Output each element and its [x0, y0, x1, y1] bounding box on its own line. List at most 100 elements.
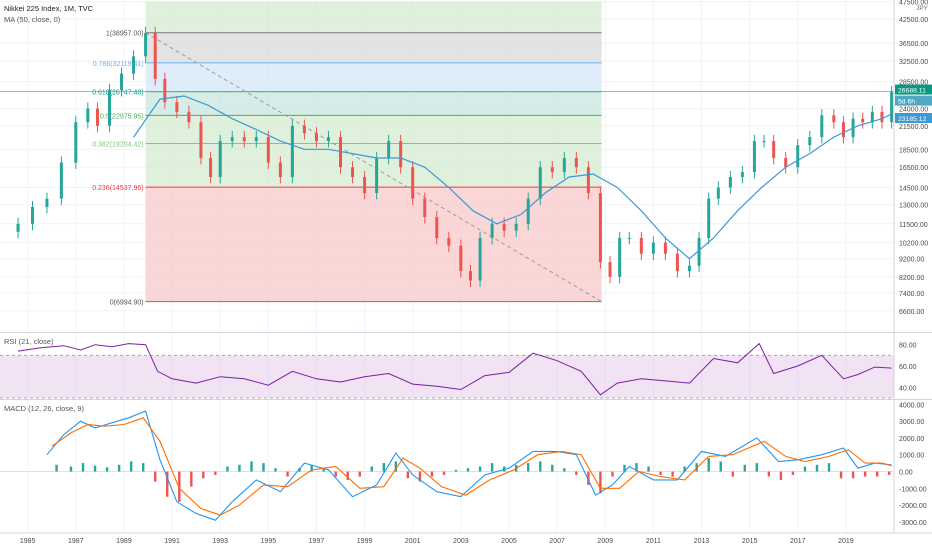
- macd-histogram-bar: [250, 461, 253, 472]
- rsi-axis-tick: 60.00: [899, 364, 917, 371]
- price-axis-tick: 47500.00: [899, 0, 928, 7]
- macd-histogram-bar: [707, 458, 710, 472]
- time-axis-tick: 2005: [501, 538, 517, 545]
- candle-body: [728, 177, 732, 188]
- macd-histogram-bar: [141, 463, 145, 472]
- fib-level-label: 0(6994.90): [110, 300, 144, 307]
- macd-histogram-bar: [154, 471, 157, 482]
- fibonacci-retracement[interactable]: 1(38957.00) 0.786(32119.41) 0.618(26747.48…: [0, 1, 894, 307]
- candle-body: [86, 108, 90, 123]
- macd-histogram-bar: [803, 466, 807, 472]
- macd-histogram-bar: [671, 471, 674, 477]
- macd-histogram-bar: [93, 465, 97, 472]
- macd-histogram-bar: [719, 461, 722, 472]
- macd-axis-tick: 0.00: [899, 470, 913, 477]
- macd-histogram-bar: [659, 471, 662, 475]
- macd-histogram-bar: [430, 471, 434, 477]
- candle-body: [663, 242, 667, 254]
- countdown-badge-bg: [895, 95, 932, 106]
- macd-histogram-bar: [334, 471, 337, 477]
- fib-zone: [145, 32, 602, 63]
- candle-body: [107, 90, 111, 126]
- ma-legend: MA (50, close, 0): [4, 15, 61, 24]
- macd-axis-tick: 1000.00: [899, 453, 924, 460]
- price-axis-tick: 11500.00: [899, 222, 928, 229]
- macd-histogram-bar: [370, 466, 373, 472]
- price-axis-tick: 36500.00: [899, 41, 928, 48]
- candle-body: [45, 198, 49, 208]
- macd-histogram-bar: [81, 463, 85, 472]
- candle-body: [16, 223, 20, 232]
- macd-histogram-bar: [202, 471, 205, 479]
- macd-histogram-bar: [683, 466, 686, 472]
- macd-axis-tick: -3000.00: [899, 520, 927, 527]
- candle-body: [478, 238, 482, 281]
- last-price-badge: 26688.11: [898, 88, 926, 95]
- time-axis[interactable]: 1985 1987 1989 1991 1993 1995 1997 1999 2001 2003…: [20, 538, 854, 545]
- candle-body: [740, 172, 744, 178]
- macd-histogram-bar: [611, 471, 614, 477]
- fib-trend-line: [145, 32, 602, 303]
- macd-histogram-bar: [166, 471, 169, 497]
- candle-body: [784, 158, 788, 168]
- candle-body: [351, 167, 355, 178]
- candle-body: [132, 56, 136, 74]
- macd-histogram-bar: [755, 463, 759, 472]
- candle-body: [399, 141, 403, 168]
- candle-body: [861, 118, 865, 123]
- time-axis-tick: 2013: [694, 538, 710, 545]
- macd-histogram-bar: [262, 463, 265, 472]
- macd-legend: MACD (12, 26, close, 9): [4, 404, 85, 413]
- candle-body: [187, 111, 191, 123]
- macd-histogram-bar: [587, 471, 590, 485]
- macd-histogram-bar: [286, 471, 289, 477]
- candle-body: [153, 32, 157, 79]
- macd-histogram-bar: [815, 464, 819, 472]
- macd-line: [46, 410, 892, 521]
- macd-histogram-bar: [454, 469, 458, 472]
- time-axis-tick: 2011: [646, 538, 661, 545]
- currency-label: JPY: [916, 5, 929, 12]
- candle-body: [468, 271, 472, 281]
- legend: Nikkei 225 Index, 1M, TVC MA (50, close, …: [4, 4, 94, 413]
- macd-histogram-bar: [129, 461, 133, 472]
- candle-body: [586, 167, 590, 193]
- macd-axis-tick: 3000.00: [899, 419, 924, 426]
- macd-histogram-bar: [406, 471, 410, 479]
- macd-histogram-bar: [418, 471, 422, 482]
- macd-histogram-bar: [887, 471, 891, 475]
- macd-histogram-bar: [539, 461, 542, 472]
- candle-body: [209, 158, 213, 178]
- macd-histogram-bar: [839, 471, 843, 479]
- macd-histogram-bar: [190, 471, 193, 487]
- macd-histogram-bar: [214, 471, 217, 475]
- candle-body: [574, 158, 578, 168]
- candle-body: [608, 262, 612, 277]
- candle-body: [651, 242, 655, 254]
- fib-level-label: 0.618(26747.48): [92, 90, 143, 97]
- macd-histogram-bar: [117, 464, 121, 472]
- candle-body: [820, 115, 824, 138]
- fib-zone: [145, 91, 602, 116]
- macd-histogram-bar: [647, 466, 650, 472]
- symbol-title: Nikkei 225 Index, 1M, TVC: [4, 4, 94, 13]
- candle-body: [199, 122, 203, 159]
- candle-body: [74, 122, 78, 163]
- price-axis-tick: 10200.00: [899, 241, 928, 248]
- candle-body: [796, 145, 800, 168]
- macd-histogram-bar: [551, 464, 554, 472]
- rsi-legend: RSI (21, close): [4, 337, 54, 346]
- time-axis-tick: 1999: [357, 538, 373, 545]
- candle-body: [411, 167, 415, 199]
- price-axis-tick: 21500.00: [899, 124, 928, 131]
- candle-body: [30, 207, 34, 224]
- price-axis-tick: 13000.00: [899, 203, 928, 210]
- price-axis-tick: 14500.00: [899, 185, 928, 192]
- candle-body: [538, 167, 542, 199]
- price-axis[interactable]: 6600.00 7400.00 8200.00 9200.00 10200.00 1150…: [895, 0, 932, 527]
- candle-body: [290, 125, 294, 178]
- candle-body: [314, 133, 318, 142]
- ma-value-badge-bg: [895, 112, 932, 123]
